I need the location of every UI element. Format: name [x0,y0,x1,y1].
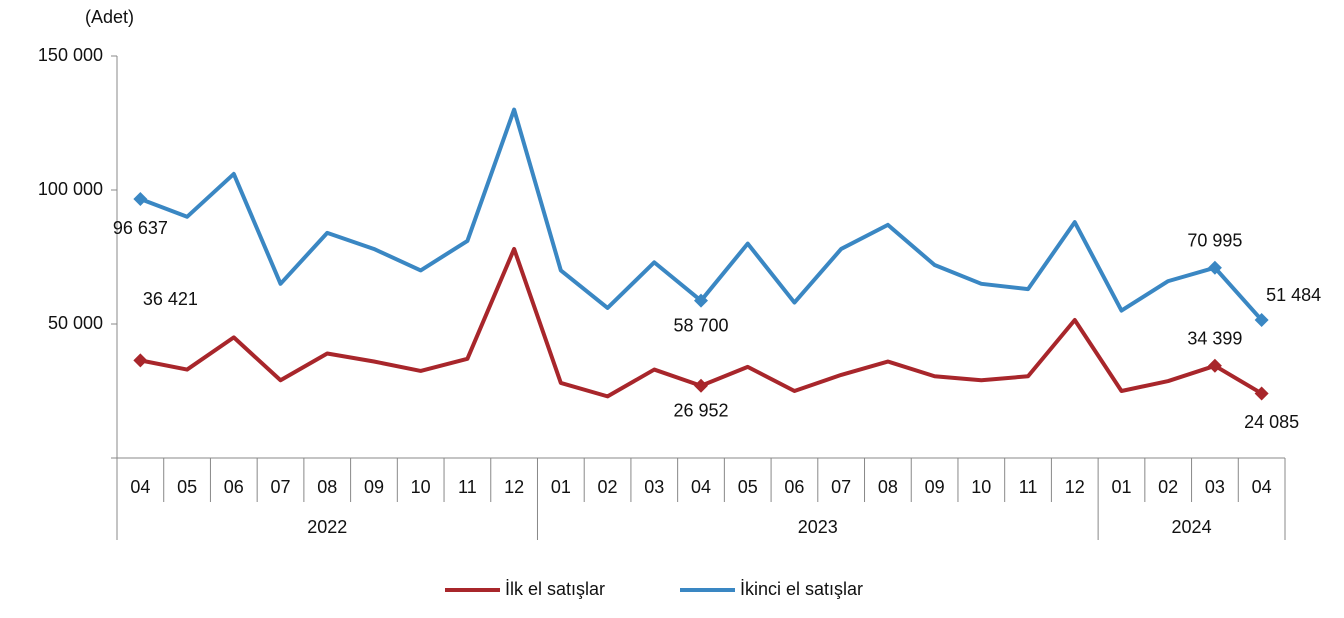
legend-label: İkinci el satışlar [740,579,863,599]
data-label: 96 637 [113,218,168,238]
x-tick-label: 08 [878,477,898,497]
y-tick-label: 100 000 [38,179,103,199]
group-label: 2022 [307,517,347,537]
x-tick-label: 08 [317,477,337,497]
x-tick-label: 10 [971,477,991,497]
group-label: 2024 [1172,517,1212,537]
x-tick-label: 07 [271,477,291,497]
x-tick-label: 04 [1252,477,1272,497]
point-marker [1207,358,1222,373]
data-label: 36 421 [143,289,198,309]
point-marker [1207,260,1222,275]
point-marker [133,192,148,207]
x-tick-label: 04 [130,477,150,497]
legend-label: İlk el satışlar [505,579,605,599]
x-tick-label: 09 [925,477,945,497]
x-tick-label: 07 [831,477,851,497]
data-label: 24 085 [1244,412,1299,432]
x-tick-label: 01 [1111,477,1131,497]
x-tick-label: 10 [411,477,431,497]
data-label: 34 399 [1187,329,1242,349]
data-label: 70 995 [1187,230,1242,250]
x-tick-label: 03 [644,477,664,497]
x-tick-label: 01 [551,477,571,497]
x-tick-label: 02 [1158,477,1178,497]
x-tick-label: 11 [1019,477,1038,497]
x-tick-label: 02 [598,477,618,497]
x-tick-label: 06 [784,477,804,497]
y-axis-unit: (Adet) [85,7,134,27]
y-tick-label: 150 000 [38,45,103,65]
group-label: 2023 [798,517,838,537]
point-marker [1254,386,1269,401]
x-tick-label: 09 [364,477,384,497]
x-tick-label: 11 [458,477,477,497]
series-line [139,107,1264,322]
y-tick-label: 50 000 [48,313,103,333]
point-marker [133,353,148,368]
data-label: 26 952 [673,401,728,421]
point-marker [694,378,708,393]
x-tick-label: 12 [1065,477,1085,497]
data-label: 51 484 [1266,285,1321,305]
point-marker [1254,313,1269,328]
x-tick-label: 04 [691,477,711,497]
x-tick-label: 05 [738,477,758,497]
point-marker [694,293,708,308]
x-tick-label: 03 [1205,477,1225,497]
x-tick-label: 05 [177,477,197,497]
data-label: 58 700 [673,315,728,335]
x-tick-label: 12 [504,477,524,497]
x-tick-label: 06 [224,477,244,497]
